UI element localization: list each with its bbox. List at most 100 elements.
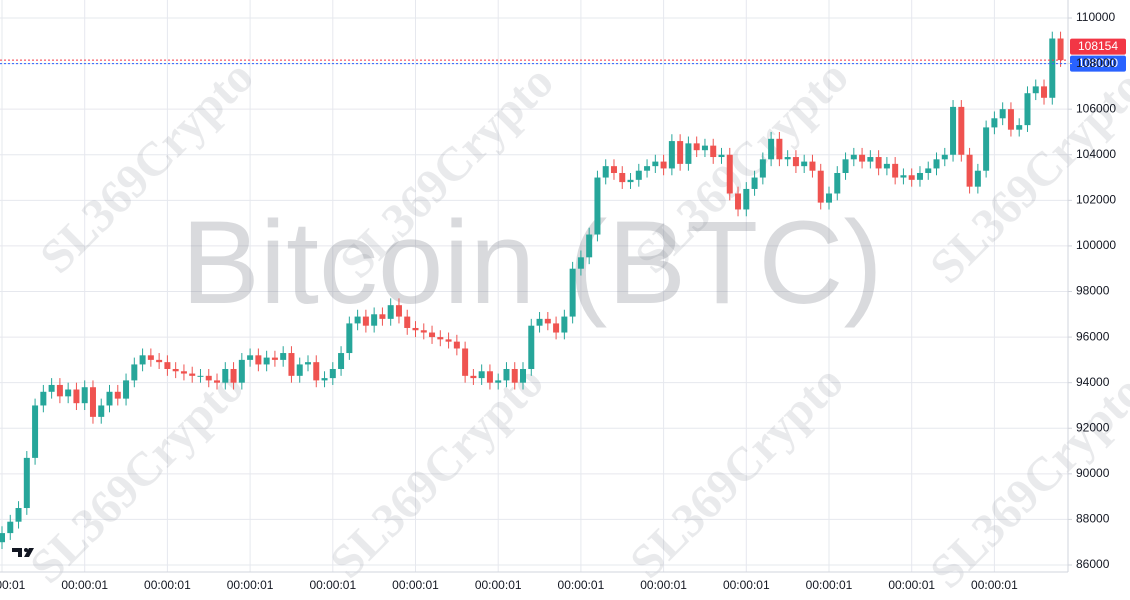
candle-body [610,166,617,173]
candle-body [263,357,270,365]
logo-part [12,548,22,557]
candle-body [1057,38,1064,61]
x-tick-label: 00:00:01 [806,578,853,592]
candle-body [983,127,990,171]
tv-logo [12,548,34,557]
candle-body [941,154,948,160]
candle-body [974,170,981,187]
candle-body [503,368,510,381]
candle-body [437,337,444,340]
x-tick-label: 00:00:01 [888,578,935,592]
y-tick-label: 106000 [1076,101,1116,115]
price-label: 108154 [1078,39,1118,53]
candle-body [701,145,708,151]
candle-body [577,257,584,269]
candle-body [238,359,245,383]
candle-body [999,109,1006,119]
candle-body [7,521,14,534]
candle-body [470,375,477,379]
candle-body [445,339,452,342]
candle-body [892,163,899,178]
y-tick-label: 104000 [1076,147,1116,161]
price-label-box [1070,55,1126,72]
candle-body [412,327,419,331]
y-tick-label: 96000 [1076,329,1110,343]
candle-body [313,362,320,381]
candle-body [395,305,402,317]
candle-body [660,161,667,169]
candle-body [0,533,5,543]
y-tick-label: 90000 [1076,466,1110,480]
x-tick-label: 00:00:01 [723,578,770,592]
candle-body [321,378,328,381]
candle-body [139,355,146,365]
candle-body [627,179,634,183]
y-tick-label: 110000 [1076,10,1115,24]
candle-body [544,318,551,324]
y-tick-label: 92000 [1076,420,1110,434]
candle-body [271,357,278,360]
y-tick-label: 102000 [1076,193,1116,207]
candle-body [429,332,436,338]
candle-body [214,380,221,383]
candle-body [247,355,254,360]
candle-body [404,316,411,328]
candle-body [1024,93,1031,126]
candle-body [65,389,72,397]
candle-body [222,368,229,383]
candle-body [594,177,601,235]
candle-body [420,330,427,333]
candle-body [338,353,345,369]
candle-body [826,193,832,203]
candle-body [40,391,47,406]
candle-body [106,391,113,406]
x-tick-label: 00:00:01 [971,578,1018,592]
logo-part [24,548,28,552]
candle-body [197,375,204,377]
candle-body [32,405,39,458]
candle-body [205,375,212,381]
x-tick-label: 00:00:01 [392,578,439,592]
candle-body [478,371,485,379]
candle-body [635,170,642,180]
candle-body [875,157,882,169]
candle-body [743,188,750,210]
candle-body [685,143,692,164]
candles [0,31,1064,550]
candle-body [619,172,626,183]
candle-body [776,138,783,160]
candle-body [180,371,187,374]
candle-body [15,508,22,522]
candle-body [81,387,88,404]
candle-body [801,161,808,167]
overlay: 108154 108000 [0,38,1126,72]
x-tick-label: 00:00:01 [640,578,687,592]
candle-body [693,143,700,151]
candle-body [966,154,973,187]
candle-body [354,316,361,324]
y-tick-label: 108000 [1076,56,1116,70]
x-tick-label: 00:00:01 [309,578,356,592]
y-tick-label: 86000 [1076,557,1110,571]
candle-body [751,177,758,189]
candle-body [172,368,179,372]
candle-body [561,316,568,333]
candle-body [56,384,63,397]
candle-body [362,316,369,326]
candle-body [1041,86,1048,98]
candle-body [842,159,849,173]
candle-body [925,168,932,173]
candle-body [486,371,493,383]
candle-body [644,166,651,171]
candle-body [98,405,105,417]
price-label-box [1070,38,1126,55]
candle-body [916,172,923,180]
candle-body [89,387,96,417]
candle-body [900,175,907,178]
candle-body [164,362,171,369]
candle-body [114,391,121,399]
y-tick-label: 88000 [1076,512,1110,526]
logo-part [24,548,34,557]
candle-body [453,341,460,349]
